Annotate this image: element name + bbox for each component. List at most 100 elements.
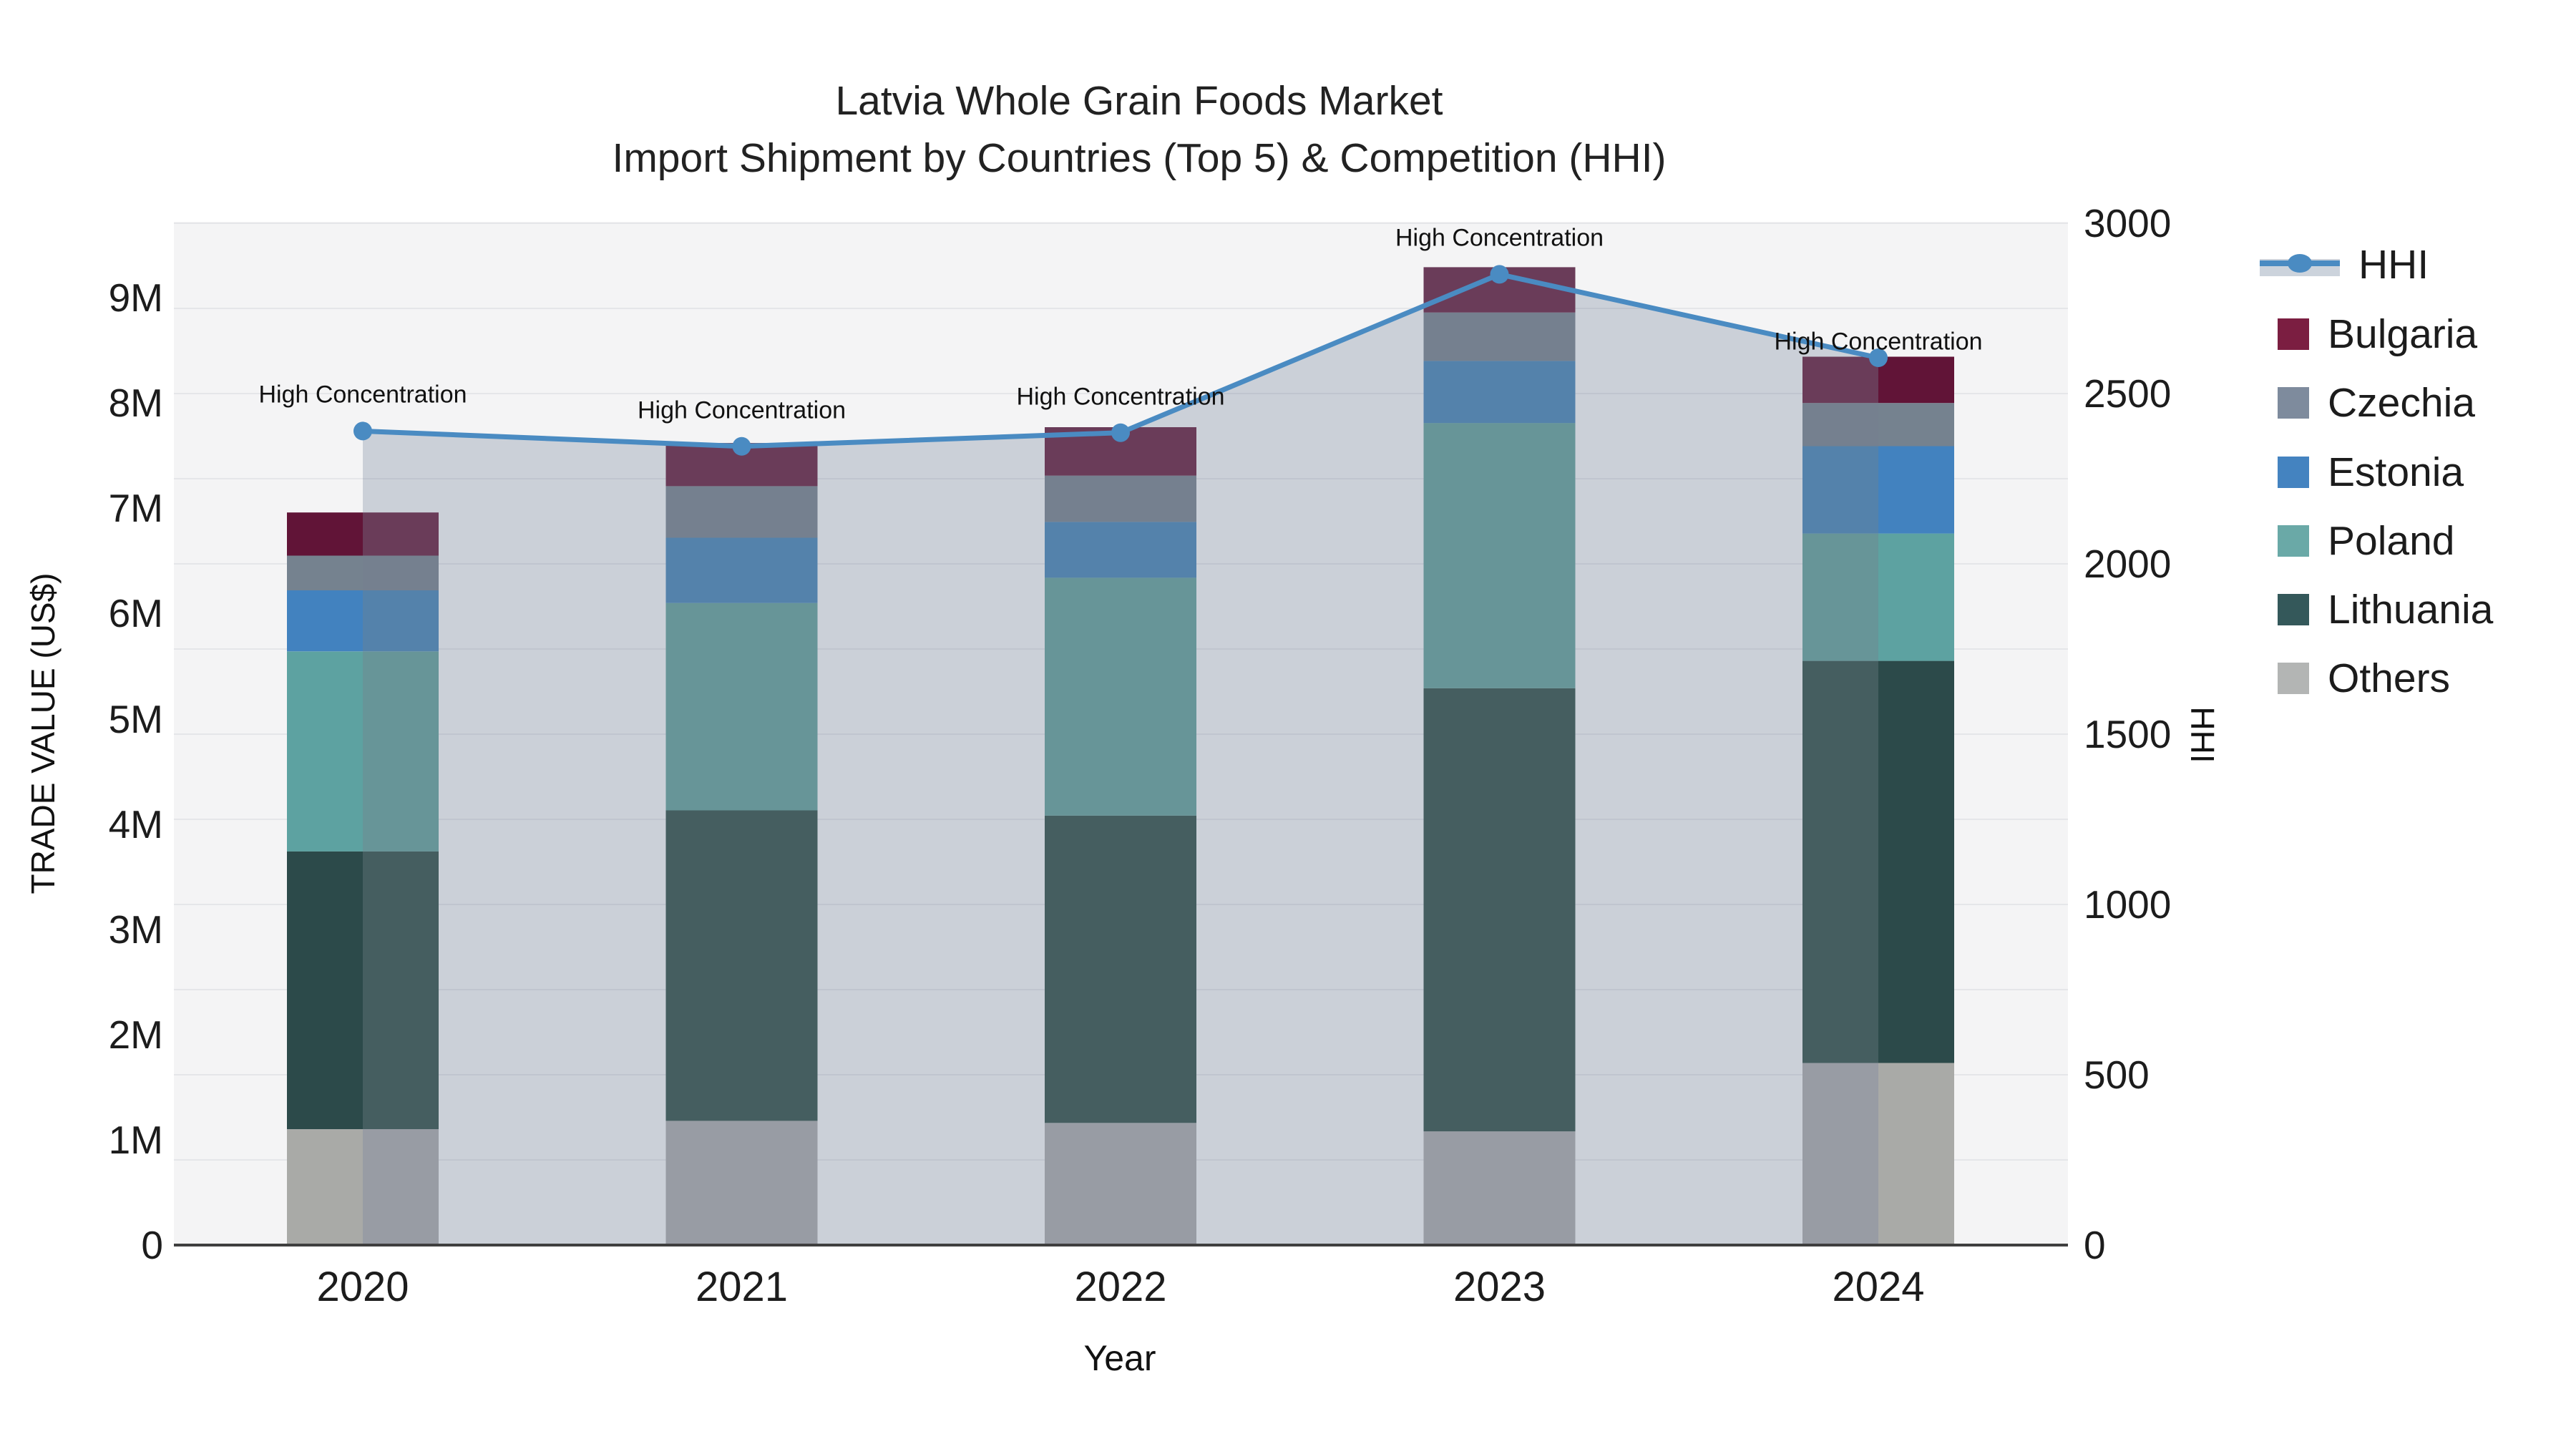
annotation-high-concentration-2021: High Concentration — [637, 396, 847, 424]
bar-segment-estonia-2024 — [1802, 446, 1878, 534]
left-tick-3M: 3M — [108, 907, 163, 952]
bar-segment-poland-2022 — [1045, 577, 1121, 816]
bar-segment-estonia-2021 — [741, 537, 818, 603]
x-tick-2020: 2020 — [316, 1264, 409, 1310]
bar-segment-poland-2021 — [665, 602, 742, 811]
hhi-point-2024 — [1869, 348, 1888, 367]
left-tick-5M: 5M — [108, 696, 163, 741]
bar-segment-czechia-2024 — [1878, 403, 1954, 447]
bar-segment-estonia-2020 — [287, 590, 363, 652]
bar-segment-lithuania-2020 — [363, 851, 439, 1130]
bar-segment-estonia-2023 — [1499, 361, 1576, 424]
legend-swatch-icon-poland — [2278, 525, 2309, 557]
right-tick-1500: 1500 — [2084, 712, 2172, 756]
right-tick-0: 0 — [2084, 1223, 2106, 1267]
legend-swatch-icon-estonia — [2278, 457, 2309, 488]
bar-segment-poland-2023 — [1423, 423, 1500, 688]
bar-segment-estonia-2021 — [665, 537, 742, 603]
bar-segment-poland-2024 — [1802, 533, 1878, 661]
chart-title-line1: Latvia Whole Grain Foods Market — [835, 78, 1443, 124]
legend-item-lithuania[interactable]: Lithuania — [2260, 586, 2493, 633]
left-tick-4M: 4M — [108, 801, 163, 847]
bar-segment-bulgaria-2024 — [1802, 356, 1878, 404]
legend-item-others[interactable]: Others — [2260, 655, 2450, 702]
bar-segment-others-2024 — [1802, 1063, 1878, 1245]
hhi-legend-marker-icon — [2288, 254, 2312, 273]
left-axis-title: TRADE VALUE (US$) — [24, 572, 62, 894]
legend-label-czechia: Czechia — [2328, 380, 2475, 426]
left-tick-6M: 6M — [108, 591, 163, 636]
legend-label-hhi: HHI — [2358, 242, 2429, 288]
bar-segment-bulgaria-2020 — [363, 512, 439, 556]
bar-segment-estonia-2020 — [363, 590, 439, 652]
legend-swatch-icon-lithuania — [2278, 594, 2309, 625]
bar-segment-others-2021 — [741, 1121, 818, 1245]
bar-segment-bulgaria-2022 — [1121, 427, 1196, 476]
bar-segment-others-2022 — [1045, 1123, 1121, 1245]
bar-segment-poland-2020 — [287, 651, 363, 852]
left-tick-8M: 8M — [108, 381, 163, 426]
bar-segment-others-2023 — [1423, 1131, 1500, 1245]
bar-segment-others-2023 — [1499, 1131, 1576, 1245]
legend-label-estonia: Estonia — [2328, 449, 2464, 495]
right-axis-title: HHI — [2184, 706, 2221, 763]
bar-segment-others-2020 — [363, 1129, 439, 1245]
bar-segment-bulgaria-2021 — [741, 443, 818, 487]
legend-item-estonia[interactable]: Estonia — [2260, 449, 2464, 496]
bar-segment-czechia-2022 — [1045, 475, 1121, 522]
hhi-point-2022 — [1111, 423, 1130, 442]
bar-segment-czechia-2023 — [1499, 312, 1576, 361]
hhi-point-2021 — [732, 436, 751, 456]
bar-segment-poland-2020 — [363, 651, 439, 852]
legend-swatch-icon-others — [2278, 663, 2309, 694]
bar-segment-poland-2022 — [1121, 577, 1196, 816]
bar-segment-bulgaria-2020 — [287, 512, 363, 556]
bar-segment-bulgaria-2024 — [1878, 356, 1954, 404]
bar-segment-lithuania-2023 — [1499, 688, 1576, 1132]
x-tick-2023: 2023 — [1453, 1264, 1546, 1310]
bar-segment-lithuania-2020 — [287, 851, 363, 1130]
legend-item-hhi[interactable]: HHI — [2260, 241, 2429, 288]
bar-segment-lithuania-2022 — [1121, 815, 1196, 1123]
left-tick-2M: 2M — [108, 1012, 163, 1057]
bar-segment-others-2024 — [1878, 1063, 1954, 1245]
bar-segment-czechia-2020 — [363, 555, 439, 590]
bar-segment-lithuania-2024 — [1878, 660, 1954, 1063]
left-tick-1M: 1M — [108, 1117, 163, 1162]
annotation-high-concentration-2022: High Concentration — [1016, 383, 1225, 411]
bar-segment-czechia-2024 — [1802, 403, 1878, 447]
legend-swatch-icon-bulgaria — [2278, 318, 2309, 350]
left-tick-9M: 9M — [108, 275, 163, 321]
bar-segment-lithuania-2021 — [741, 810, 818, 1121]
right-tick-2500: 2500 — [2084, 371, 2172, 416]
legend-item-bulgaria[interactable]: Bulgaria — [2260, 311, 2477, 358]
bar-segment-estonia-2022 — [1121, 522, 1196, 578]
legend-item-poland[interactable]: Poland — [2260, 517, 2455, 565]
bar-segment-others-2020 — [287, 1129, 363, 1245]
hhi-legend-glyph-icon — [2260, 249, 2340, 280]
annotation-high-concentration-2020: High Concentration — [258, 381, 467, 409]
left-tick-7M: 7M — [108, 486, 163, 531]
bar-segment-czechia-2020 — [287, 555, 363, 590]
x-tick-2022: 2022 — [1074, 1264, 1167, 1310]
bar-segment-lithuania-2021 — [665, 810, 742, 1121]
bar-segment-estonia-2022 — [1045, 522, 1121, 578]
legend-item-czechia[interactable]: Czechia — [2260, 379, 2475, 426]
bar-segment-bulgaria-2021 — [665, 443, 742, 487]
right-tick-2000: 2000 — [2084, 542, 2172, 586]
right-tick-3000: 3000 — [2084, 201, 2172, 245]
hhi-point-2020 — [353, 421, 372, 441]
bar-segment-lithuania-2023 — [1423, 688, 1500, 1132]
left-tick-0: 0 — [141, 1223, 163, 1267]
x-axis-title: Year — [1083, 1338, 1156, 1378]
right-tick-500: 500 — [2084, 1053, 2150, 1097]
legend-swatch-icon-czechia — [2278, 387, 2309, 419]
bar-segment-poland-2021 — [741, 602, 818, 811]
bar-segment-others-2022 — [1121, 1123, 1196, 1245]
bar-segment-estonia-2024 — [1878, 446, 1954, 534]
bar-segment-czechia-2021 — [741, 486, 818, 538]
bar-segment-lithuania-2022 — [1045, 815, 1121, 1123]
annotation-high-concentration-2024: High Concentration — [1774, 328, 1983, 356]
